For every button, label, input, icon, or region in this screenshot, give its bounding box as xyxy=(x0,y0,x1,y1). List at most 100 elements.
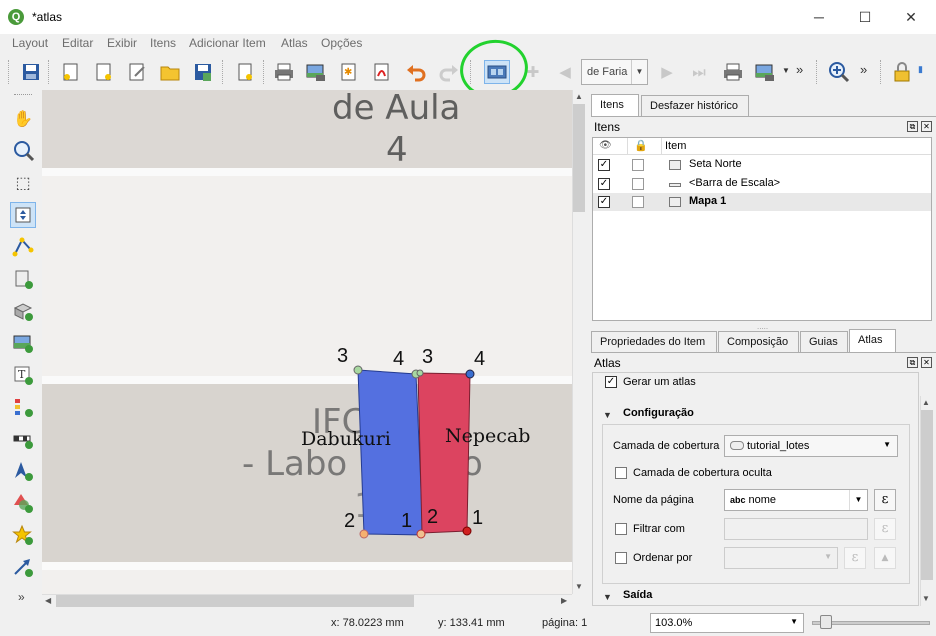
sort-ascending-icon[interactable]: ▲ xyxy=(874,547,896,569)
chevron-down-icon[interactable]: ▼ xyxy=(824,552,832,561)
chevron-down-icon[interactable]: ▼ xyxy=(603,410,612,420)
export-pdf-icon[interactable] xyxy=(369,60,395,84)
export-image-icon[interactable] xyxy=(303,60,329,84)
duplicate-layout-icon[interactable] xyxy=(91,60,117,84)
atlas-scroll-thumb[interactable] xyxy=(921,410,933,580)
scroll-up-icon[interactable]: ▲ xyxy=(922,398,930,407)
close-button[interactable]: ✕ xyxy=(905,9,917,25)
maximize-button[interactable]: ☐ xyxy=(858,9,872,25)
chevron-down-icon[interactable]: ▼ xyxy=(849,490,867,510)
add-pages-icon[interactable] xyxy=(232,60,258,84)
toolbar-overflow-icon[interactable]: » xyxy=(860,62,868,77)
sort-checkbox[interactable] xyxy=(615,552,627,564)
add-label-icon[interactable]: T xyxy=(10,362,36,388)
filter-checkbox[interactable] xyxy=(615,523,627,535)
export-atlas-image-icon[interactable] xyxy=(752,60,778,84)
vertical-scrollbar[interactable] xyxy=(572,90,586,594)
chevron-down-icon[interactable]: ▼ xyxy=(631,60,647,84)
add-scalebar-icon[interactable] xyxy=(10,426,36,452)
lock-checkbox[interactable] xyxy=(632,178,644,190)
atlas-preview-icon[interactable] xyxy=(484,60,510,84)
layout-manager-icon[interactable] xyxy=(124,60,150,84)
lot-dabukuri[interactable] xyxy=(357,369,424,536)
move-content-icon[interactable] xyxy=(10,202,36,228)
close-panel-icon[interactable]: ✕ xyxy=(921,121,932,132)
more-tools-icon[interactable]: » xyxy=(18,590,25,604)
filter-expression-button[interactable]: ε xyxy=(874,518,896,540)
page-name-field[interactable]: abc nome ▼ xyxy=(724,489,868,511)
tab-guias[interactable]: Guias xyxy=(800,331,848,353)
visibility-checkbox[interactable]: ✓ xyxy=(598,159,610,171)
visibility-checkbox[interactable]: ✓ xyxy=(598,196,610,208)
tab-propriedades-do-item[interactable]: Propriedades do Item xyxy=(591,331,717,353)
float-panel-icon[interactable]: ⧉ xyxy=(907,121,918,132)
chevron-down-icon[interactable]: ▼ xyxy=(603,592,612,602)
menu-adicionar-item[interactable]: Adicionar Item xyxy=(189,36,266,50)
tab-composicao[interactable]: Composição xyxy=(718,331,799,353)
pan-hand-icon[interactable]: ✋ xyxy=(13,111,33,128)
lock-items-icon[interactable] xyxy=(890,60,916,84)
scroll-up-icon[interactable]: ▲ xyxy=(575,92,583,101)
zoom-in-icon[interactable] xyxy=(826,60,852,84)
add-marker-icon[interactable] xyxy=(10,522,36,548)
sort-field-select[interactable]: ▼ xyxy=(724,547,838,569)
add-picture-icon[interactable] xyxy=(10,330,36,356)
tab-desfazer-historico[interactable]: Desfazer histórico xyxy=(641,95,749,117)
sort-expression-button[interactable]: ε xyxy=(844,547,866,569)
menu-layout[interactable]: Layout xyxy=(12,36,49,50)
add-north-arrow-icon[interactable] xyxy=(10,458,36,484)
item-row-mapa-1[interactable]: ✓ Mapa 1 xyxy=(593,193,931,211)
add-legend-icon[interactable] xyxy=(10,394,36,420)
menu-atlas[interactable]: Atlas xyxy=(281,36,308,50)
visibility-checkbox[interactable]: ✓ xyxy=(598,178,610,190)
vertical-scroll-thumb[interactable] xyxy=(573,104,585,212)
menu-exibir[interactable]: Exibir xyxy=(107,36,138,50)
hidden-coverage-checkbox[interactable] xyxy=(615,467,627,479)
close-panel-icon[interactable]: ✕ xyxy=(921,357,932,368)
zoom-slider-handle[interactable] xyxy=(820,615,832,629)
save-icon[interactable] xyxy=(18,60,44,84)
add-arrow-icon[interactable] xyxy=(10,554,36,580)
chevron-down-icon[interactable]: ▼ xyxy=(883,440,891,449)
lock-checkbox[interactable] xyxy=(632,196,644,208)
minimize-button[interactable]: ─ xyxy=(814,9,824,25)
unlock-icon[interactable]: ▮ xyxy=(918,64,923,74)
menu-itens[interactable]: Itens xyxy=(150,36,177,50)
coverage-layer-select[interactable]: tutorial_lotes ▼ xyxy=(724,435,898,457)
save-as-template-icon[interactable] xyxy=(190,60,216,84)
zoom-tool-icon[interactable] xyxy=(10,138,36,164)
scroll-left-icon[interactable]: ◀ xyxy=(45,596,52,605)
generate-atlas-checkbox[interactable]: ✓ xyxy=(605,376,617,388)
layout-canvas[interactable]: de Aula 4 IFC - Labo o 1 3 4 3 4 2 1 2 1… xyxy=(42,90,572,594)
print-icon[interactable] xyxy=(271,60,297,84)
lot-nepecab[interactable] xyxy=(417,372,471,534)
config-section-title[interactable]: Configuração xyxy=(623,407,694,419)
undo-icon[interactable] xyxy=(403,60,429,84)
open-folder-icon[interactable] xyxy=(157,60,183,84)
splitter-handle[interactable]: ..... xyxy=(757,322,769,331)
select-tool-icon[interactable]: ⬚ xyxy=(15,175,31,192)
atlas-page-combobox[interactable]: de Faria ▼ xyxy=(581,59,648,85)
menu-opcoes[interactable]: Opções xyxy=(321,36,363,50)
print-atlas-icon[interactable] xyxy=(720,60,746,84)
scroll-right-icon[interactable]: ▶ xyxy=(561,596,568,605)
zoom-level-field[interactable]: 103.0% ▼ xyxy=(650,613,804,633)
scroll-down-icon[interactable]: ▼ xyxy=(922,594,930,603)
items-tree[interactable]: 👁 🔒 Item ✓ Seta Norte ✓ <Barra de Escala… xyxy=(592,137,932,321)
output-section-title[interactable]: Saída xyxy=(623,589,653,601)
scroll-down-icon[interactable]: ▼ xyxy=(575,582,583,591)
export-svg-icon[interactable]: ✱ xyxy=(336,60,362,84)
menu-editar[interactable]: Editar xyxy=(62,36,94,50)
new-layout-icon[interactable] xyxy=(58,60,84,84)
filter-expression-field[interactable] xyxy=(724,518,868,540)
item-row-seta-norte[interactable]: ✓ Seta Norte xyxy=(593,156,931,174)
horizontal-scroll-thumb[interactable] xyxy=(56,595,414,607)
tab-itens[interactable]: Itens xyxy=(591,94,639,116)
chevron-down-icon[interactable]: ▼ xyxy=(790,617,798,626)
edit-nodes-icon[interactable] xyxy=(10,234,36,260)
toolbar-overflow-icon[interactable]: » xyxy=(796,62,804,77)
add-3d-map-icon[interactable] xyxy=(10,298,36,324)
add-map-icon[interactable] xyxy=(10,266,36,292)
float-panel-icon[interactable]: ⧉ xyxy=(907,357,918,368)
page-name-expression-button[interactable]: ε xyxy=(874,489,896,511)
